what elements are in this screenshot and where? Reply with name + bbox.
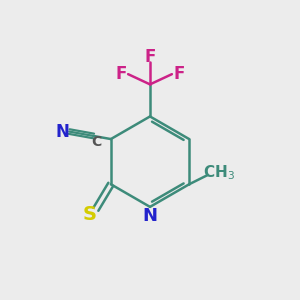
Text: C: C <box>91 135 101 149</box>
Text: F: F <box>115 64 127 82</box>
Text: S: S <box>82 205 96 224</box>
Text: F: F <box>173 64 185 82</box>
Text: CH$_3$: CH$_3$ <box>202 164 235 182</box>
Text: F: F <box>144 48 156 66</box>
Text: N: N <box>142 207 158 225</box>
Text: N: N <box>56 123 70 141</box>
